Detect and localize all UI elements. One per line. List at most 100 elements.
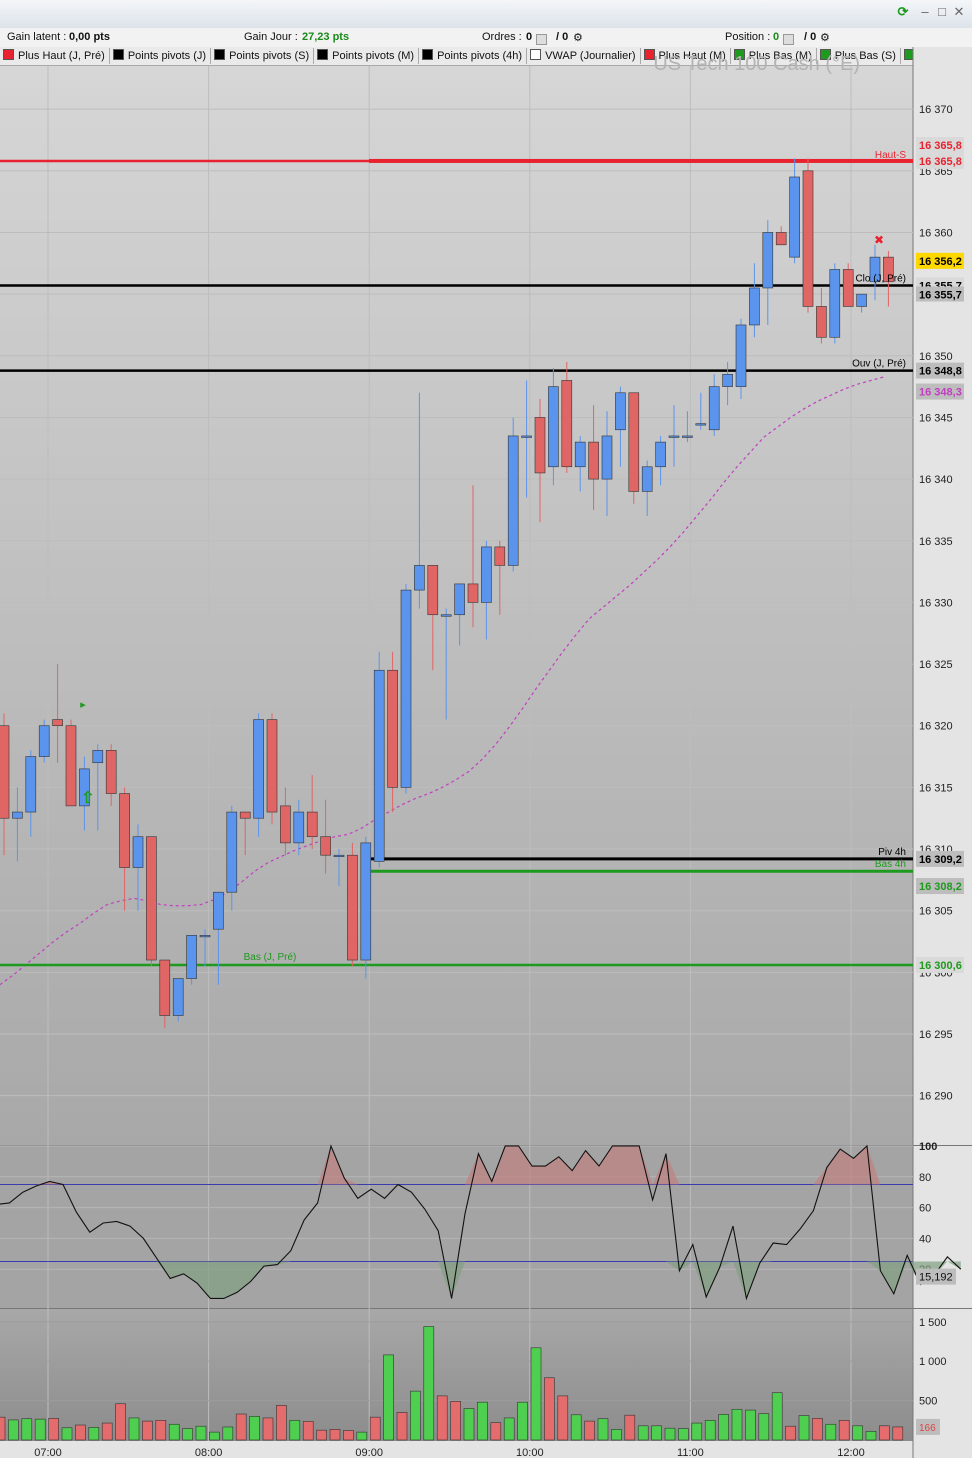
volume-bar	[356, 1431, 368, 1441]
candle-body	[373, 669, 385, 862]
candle-body	[320, 836, 331, 856]
plus-haut-m-line	[369, 158, 913, 163]
legend-label: Plus Haut (M)	[658, 50, 726, 62]
volume-bar	[892, 1426, 904, 1441]
legend-item[interactable]: VWAP (Journalier)	[527, 48, 641, 64]
volume-bar	[570, 1414, 582, 1441]
volume-bar	[838, 1420, 850, 1441]
price-tag-bas-bg	[916, 956, 964, 973]
refresh-icon[interactable]: ⟳	[897, 4, 909, 19]
legend-item[interactable]: Plus Haut (M)	[641, 48, 731, 64]
level-label-cloture: Clo (J, Pré)	[855, 273, 906, 284]
volume-bar	[8, 1419, 19, 1441]
candle-body	[588, 441, 599, 480]
volume-bar	[463, 1408, 475, 1441]
time-axis-tick: 09:00	[355, 1447, 383, 1458]
price-axis-tick: 16 370	[919, 104, 953, 116]
candle-body	[615, 392, 626, 431]
volume-bar	[758, 1413, 770, 1441]
candle-body	[239, 811, 251, 819]
volume-bar	[0, 1416, 6, 1441]
volume-bar	[423, 1326, 435, 1441]
volume-bar	[771, 1392, 783, 1441]
legend-swatch	[422, 49, 434, 60]
legend-swatch	[819, 49, 831, 60]
volume-bar	[691, 1422, 703, 1441]
legend-item[interactable]: Points pivots (4h)	[419, 48, 528, 64]
candle-body	[494, 546, 506, 566]
legend-item[interactable]: Plus Bas (S)	[817, 48, 901, 64]
volume-bar	[825, 1423, 837, 1441]
legend-item[interactable]: Points pivots (S)	[211, 48, 315, 64]
legend-item[interactable]: Points pivots (J)	[110, 48, 212, 64]
close-icon[interactable]: ✕	[953, 4, 965, 19]
candle-body	[548, 386, 559, 468]
price-axis-tick: 16 345	[919, 412, 953, 424]
volume-bar	[383, 1354, 394, 1441]
volume-bar	[276, 1405, 287, 1441]
volume-bar	[678, 1428, 689, 1441]
volume-bar	[249, 1416, 260, 1441]
volume-bar	[316, 1429, 327, 1441]
candle-body	[802, 170, 814, 307]
candle-body	[829, 269, 841, 338]
candle-body	[52, 719, 63, 727]
volume-bar	[209, 1431, 220, 1441]
gain-jour-value: 27,23 pts	[302, 31, 350, 43]
price-axis-tick: 16 360	[919, 227, 953, 239]
exit-marker-icon: ✖	[874, 233, 884, 247]
price-axis-tick: 16 325	[919, 659, 953, 671]
volume-bar	[637, 1425, 649, 1441]
price-tag-haut-s: 16 365,8	[919, 140, 962, 152]
candle-body	[842, 269, 854, 307]
volume-bar	[115, 1403, 126, 1441]
candle-body	[574, 441, 586, 468]
candle-body	[172, 978, 184, 1016]
volume-bar	[812, 1418, 823, 1441]
volume-axis-tick: 500	[919, 1396, 937, 1408]
volume-bar	[477, 1401, 488, 1441]
candle-body	[105, 750, 117, 794]
volume-bar	[34, 1418, 46, 1441]
candle-body	[306, 811, 318, 838]
volume-axis-tick: 1 000	[919, 1356, 947, 1368]
minimize-icon[interactable]: –	[921, 4, 929, 19]
legend-item[interactable]: Plus Bas (M)	[731, 48, 817, 64]
volume-bar	[718, 1414, 729, 1441]
legend-item[interactable]: Points pivots (M)	[314, 48, 420, 64]
candle-body	[534, 417, 546, 474]
volume-bar	[88, 1427, 100, 1441]
price-tag-pivot-4h-bg	[916, 850, 964, 867]
price-axis-tick: 16 320	[919, 721, 953, 733]
osc-current-value: 15,192	[919, 1272, 953, 1284]
position-settings-icon[interactable]: ⚙	[820, 32, 830, 44]
ordres-settings-icon[interactable]: ⚙	[573, 32, 583, 44]
legend-label: Points pivots (4h)	[437, 50, 523, 62]
volume-bar	[168, 1423, 180, 1441]
legend-label: Points pivots (M)	[332, 50, 415, 62]
volume-bar	[329, 1429, 341, 1441]
position-total: / 0	[804, 31, 817, 43]
ordres-value: 0	[526, 31, 533, 43]
volume-bar	[343, 1430, 354, 1441]
candle-body	[708, 386, 720, 431]
candle-body	[601, 435, 613, 480]
price-tag-bas: 16 300,6	[919, 960, 962, 972]
candle-body	[253, 719, 264, 819]
volume-bar	[436, 1395, 448, 1441]
volume-bar	[624, 1414, 636, 1441]
volume-bar	[302, 1421, 314, 1441]
volume-bar	[785, 1425, 796, 1441]
legend-swatch	[733, 49, 745, 60]
osc-axis-tick: 60	[919, 1203, 931, 1215]
candle-body	[869, 256, 881, 283]
maximize-icon[interactable]: □	[938, 4, 946, 19]
volume-bar	[289, 1420, 301, 1441]
price-axis-tick: 16 335	[919, 536, 953, 548]
price-tag-cloture-2-bg	[916, 286, 964, 302]
legend-item[interactable]: Plus Haut (J, Pré)	[0, 48, 110, 64]
volume-bar	[195, 1425, 207, 1441]
candle-body	[641, 466, 653, 492]
volume-bar	[128, 1417, 140, 1441]
